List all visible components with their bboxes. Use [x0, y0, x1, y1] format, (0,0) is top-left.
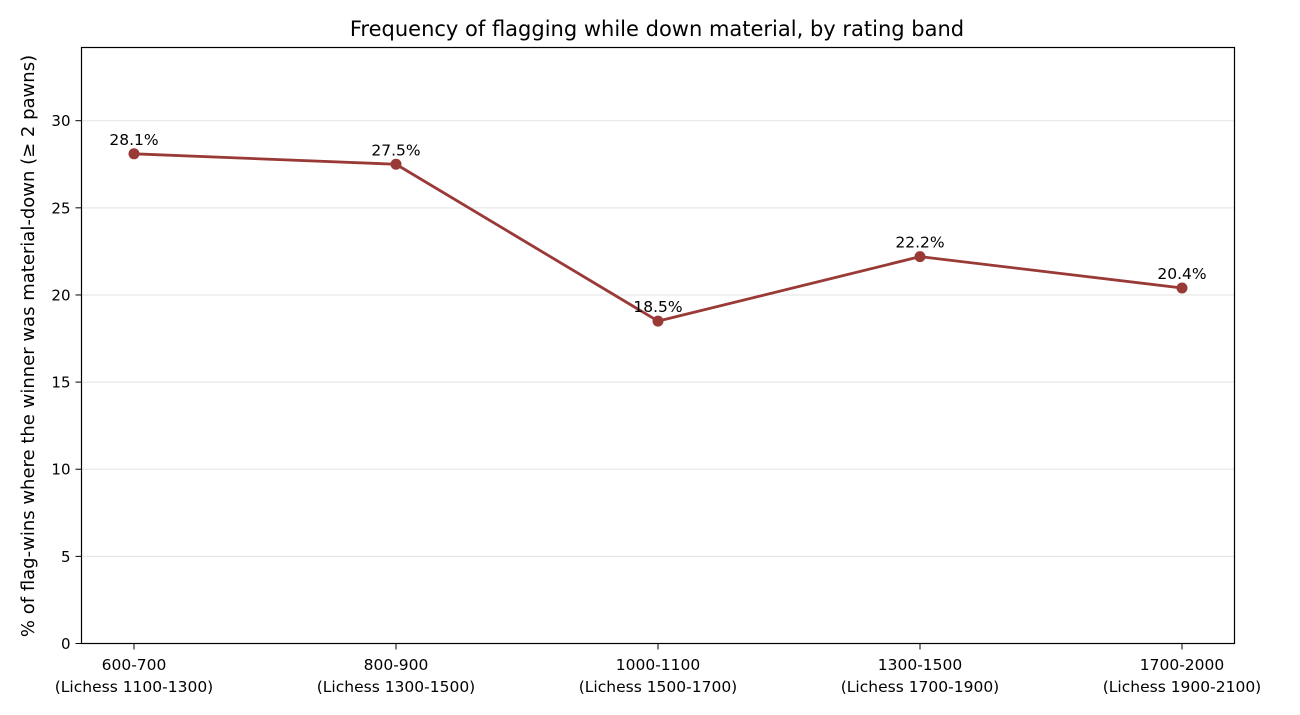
x-tick-label: 800-900 — [364, 656, 429, 674]
data-point — [652, 315, 664, 327]
y-axis-ticks: 0 5 10 15 20 25 30 — [51, 112, 82, 653]
x-tick-label: 1000-1100 — [616, 656, 701, 674]
plot-frame — [80, 46, 1236, 645]
data-labels: 28.1% 27.5% 18.5% 22.2% 20.4% — [109, 131, 1206, 316]
chart-title: Frequency of flagging while down materia… — [350, 17, 964, 41]
data-label: 27.5% — [371, 141, 420, 159]
data-point — [128, 148, 140, 160]
x-axis-ticks: 600-700 (Lichess 1100-1300) 800-900 (Liches… — [55, 643, 1261, 696]
gridlines — [81, 120, 1235, 557]
y-tick-label: 10 — [51, 461, 70, 479]
data-label: 20.4% — [1157, 265, 1206, 283]
data-point — [1176, 282, 1188, 294]
y-tick-label: 0 — [61, 635, 71, 653]
series-line — [133, 152, 1183, 323]
x-tick-label: 1300-1500 — [878, 656, 963, 674]
y-tick-label: 20 — [51, 286, 70, 304]
x-tick-sublabel: (Lichess 1700-1900) — [841, 678, 999, 696]
data-point — [914, 251, 926, 263]
y-tick-label: 15 — [51, 374, 70, 392]
x-tick-label: 1700-2000 — [1140, 656, 1225, 674]
x-tick-label: 600-700 — [102, 656, 167, 674]
y-axis-label: % of flag-wins where the winner was mate… — [18, 55, 39, 637]
data-label: 28.1% — [109, 131, 158, 149]
y-tick-label: 25 — [51, 199, 70, 217]
x-tick-sublabel: (Lichess 1900-2100) — [1103, 678, 1261, 696]
y-tick-label: 5 — [61, 548, 71, 566]
data-label: 22.2% — [895, 234, 944, 252]
x-tick-sublabel: (Lichess 1300-1500) — [317, 678, 475, 696]
x-tick-sublabel: (Lichess 1500-1700) — [579, 678, 737, 696]
x-tick-sublabel: (Lichess 1100-1300) — [55, 678, 213, 696]
data-point — [390, 158, 402, 170]
series-line-group — [128, 148, 1188, 327]
data-label: 18.5% — [633, 298, 682, 316]
y-tick-label: 30 — [51, 112, 70, 130]
